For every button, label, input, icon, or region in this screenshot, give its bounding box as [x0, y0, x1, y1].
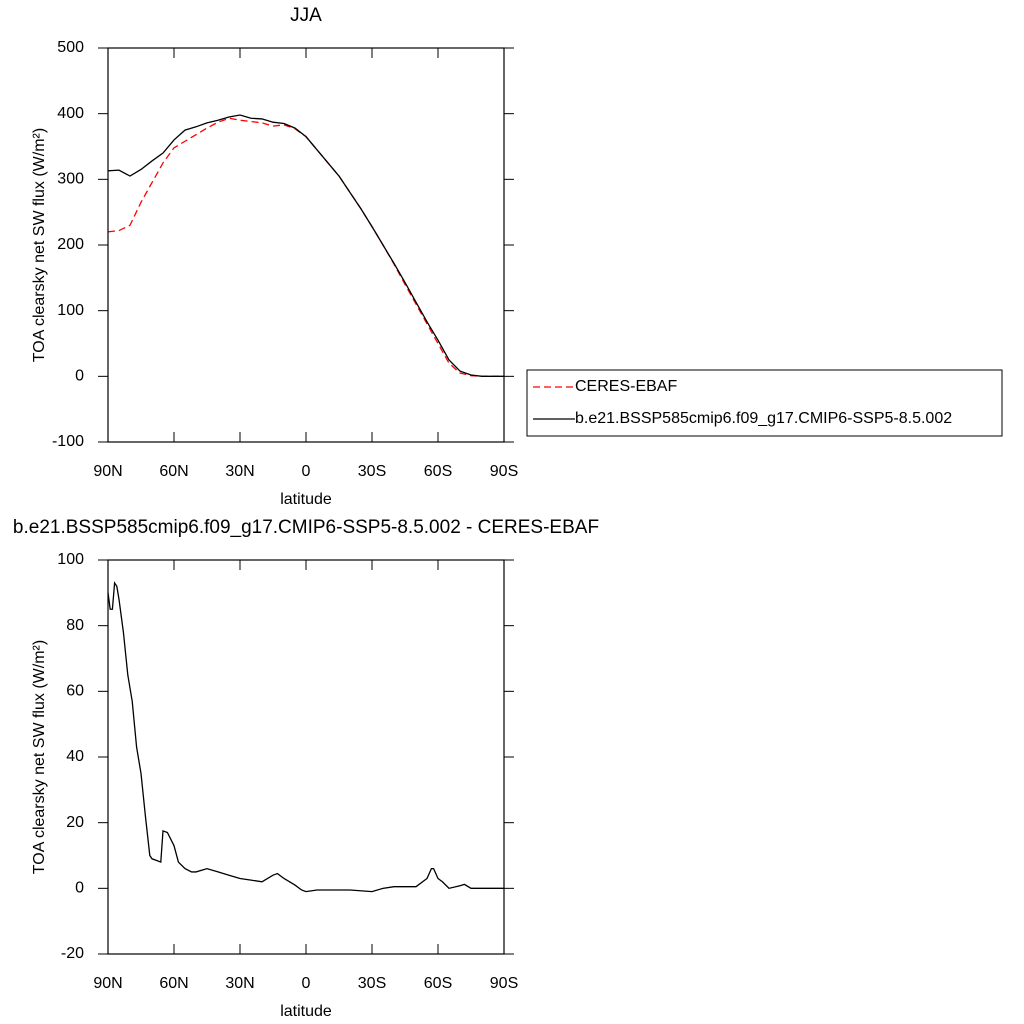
x-tick-label: 90S	[490, 463, 518, 480]
y-tick-label: 80	[66, 617, 84, 634]
y-axis-label: TOA clearsky net SW flux (W/m²)	[31, 640, 48, 874]
x-tick-label: 60N	[159, 975, 188, 992]
y-tick-label: 200	[57, 236, 84, 253]
data-line	[107, 114, 504, 377]
x-tick-label: 90N	[93, 463, 122, 480]
plot-frame	[107, 47, 505, 443]
data-line	[107, 581, 504, 893]
y-tick-label: 20	[66, 814, 84, 831]
y-tick-label: 100	[57, 302, 84, 319]
y-tick-label: -20	[61, 945, 84, 962]
chart-title: b.e21.BSSP585cmip6.f09_g17.CMIP6-SSP5-8.…	[13, 517, 599, 538]
chart-title: JJA	[290, 5, 322, 26]
y-axis-label: TOA clearsky net SW flux (W/m²)	[31, 128, 48, 362]
x-tick-label: 60N	[159, 463, 188, 480]
x-axis-label: latitude	[280, 491, 332, 508]
legend-label: CERES-EBAF	[575, 378, 677, 395]
y-tick-label: 400	[57, 105, 84, 122]
x-tick-label: 60S	[424, 975, 452, 992]
x-tick-label: 90N	[93, 975, 122, 992]
x-axis-label: latitude	[280, 1003, 332, 1020]
y-tick-label: 100	[57, 551, 84, 568]
plot-frame	[107, 559, 505, 955]
x-tick-label: 30S	[358, 463, 386, 480]
x-tick-label: 0	[302, 975, 311, 992]
x-tick-label: 30S	[358, 975, 386, 992]
y-tick-label: 0	[75, 368, 84, 385]
y-tick-label: 60	[66, 683, 84, 700]
y-tick-label: 300	[57, 171, 84, 188]
x-tick-label: 30N	[225, 463, 254, 480]
y-tick-label: 40	[66, 748, 84, 765]
legend-label: b.e21.BSSP585cmip6.f09_g17.CMIP6-SSP5-8.…	[575, 410, 952, 427]
y-tick-label: 500	[57, 39, 84, 56]
legend-box	[526, 369, 1003, 437]
x-tick-label: 0	[302, 463, 311, 480]
data-line	[107, 117, 504, 377]
y-tick-label: 0	[75, 880, 84, 897]
x-tick-label: 60S	[424, 463, 452, 480]
x-tick-label: 30N	[225, 975, 254, 992]
y-tick-label: -100	[52, 433, 84, 450]
x-tick-label: 90S	[490, 975, 518, 992]
